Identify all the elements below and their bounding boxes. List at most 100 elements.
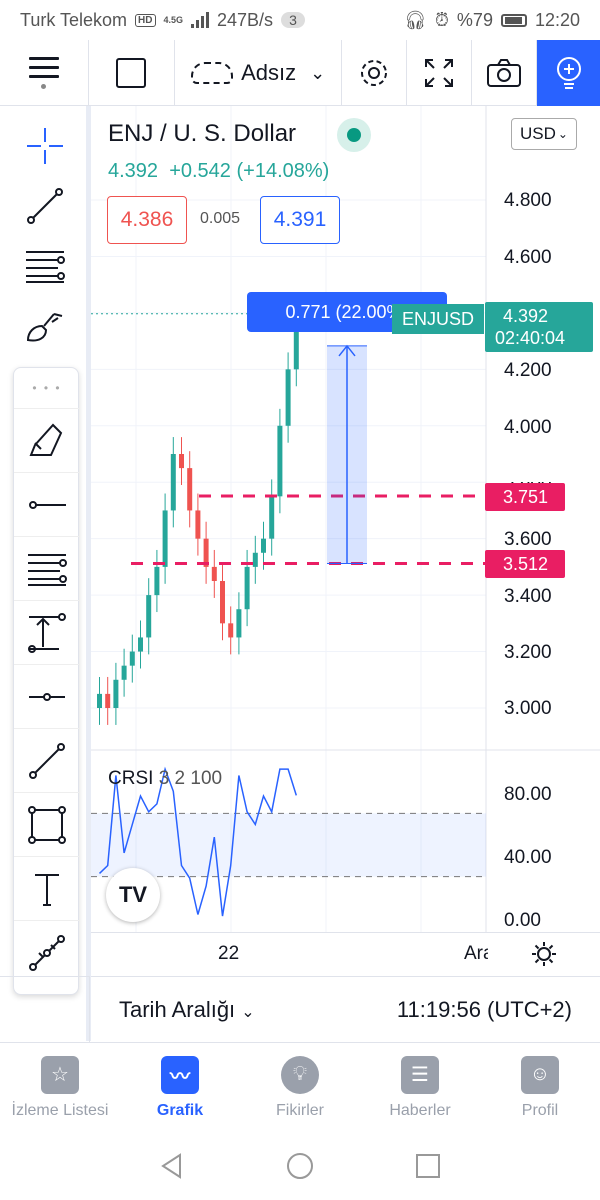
currency-selector[interactable]: USD ⌄ — [511, 118, 577, 150]
text-tool[interactable] — [14, 856, 80, 920]
star-icon: ☆ — [41, 1055, 79, 1094]
date-range-bar: Tarih Aralığı ⌄ 11:19:56 (UTC+2) — [91, 976, 600, 1042]
candle — [211, 566, 217, 581]
brush-tool[interactable] — [0, 296, 90, 356]
trend-line-tool[interactable] — [0, 176, 90, 236]
floating-tools-panel: • • • — [13, 367, 80, 995]
recents-icon[interactable] — [414, 1152, 442, 1180]
crosshair-icon — [27, 128, 63, 164]
status-bar: Turk Telekom HD 4.5G 247B/s 3 🎧︎ ⏰︎ %79 … — [0, 0, 600, 40]
y-tick: 3.000 — [504, 698, 552, 719]
network-type: 4.5G — [163, 14, 184, 25]
candle — [244, 566, 250, 610]
candle — [220, 581, 225, 624]
nav-news[interactable]: ☰ Haberler — [360, 1043, 480, 1132]
measure-tool[interactable] — [14, 920, 80, 984]
layout-name: Adsız — [241, 60, 297, 85]
buy-button[interactable]: 4.391 — [260, 196, 340, 244]
date-range-button[interactable]: Tarih Aralığı ⌄ — [119, 997, 255, 1023]
line-tool[interactable] — [14, 728, 80, 792]
horizontal-line-icon — [29, 692, 65, 701]
quote-summary: 4.392 +0.542 (+14.08%) — [108, 160, 329, 183]
crosshair-tool[interactable] — [0, 116, 90, 176]
candle — [170, 454, 176, 511]
battery-percent: %79 — [456, 9, 493, 30]
nav-label: Grafik — [156, 1101, 204, 1119]
drawing-toolbar: • • • — [0, 106, 90, 1041]
chart-toolbar: Adsız ⌄ — [0, 40, 600, 106]
nav-label: Haberler — [389, 1101, 451, 1119]
candle — [179, 454, 184, 469]
clock: 12:20 — [534, 9, 580, 30]
fib-tool[interactable] — [0, 236, 90, 296]
nav-chart[interactable]: 〰 Grafik — [120, 1043, 240, 1132]
nav-ideas[interactable]: 💡︎ Fikirler — [240, 1043, 360, 1132]
y-tick: 4.000 — [504, 417, 552, 438]
last-price-tag-value: 4.392 — [503, 306, 549, 326]
sidebar-footer — [0, 976, 90, 1042]
candle — [138, 637, 143, 652]
ray-tool[interactable] — [14, 472, 80, 536]
trend-line-icon — [27, 188, 63, 224]
indicator-line — [98, 766, 298, 917]
indicator-params: 3 2 100 — [158, 768, 223, 789]
price-range-icon — [28, 612, 66, 653]
horizontal-line-tool[interactable] — [14, 664, 80, 728]
y-tick: 4.600 — [504, 247, 552, 268]
signal-icon — [191, 12, 210, 28]
price-change: +0.542 — [169, 160, 231, 182]
select-layout-button[interactable] — [89, 40, 176, 106]
sell-button[interactable]: 4.386 — [107, 196, 187, 244]
nav-watchlist[interactable]: ☆ İzleme Listesi — [0, 1043, 120, 1132]
indicator-tick: 40.00 — [504, 847, 552, 868]
y-tick: 4.800 — [504, 190, 552, 211]
currency-label: USD — [520, 124, 556, 143]
y-tick: 4.200 — [504, 360, 552, 381]
gear-icon — [361, 60, 388, 86]
candle — [113, 679, 119, 708]
highlighter-tool[interactable] — [14, 408, 80, 472]
notification-count: 3 — [281, 12, 305, 28]
timezone-clock[interactable]: 11:19:56 (UTC+2) — [396, 996, 572, 1022]
symbol-title[interactable]: ENJ / U. S. Dollar — [108, 120, 297, 147]
indicator-legend[interactable]: CRSI 3 2 100 — [108, 768, 222, 790]
news-icon: ☰ — [401, 1055, 439, 1094]
nav-label: Profil — [521, 1101, 559, 1119]
settings-button[interactable] — [342, 40, 408, 106]
line-price-tag-1[interactable]: 3.751 — [485, 483, 565, 511]
candle — [162, 510, 168, 567]
price-range-tool[interactable] — [14, 600, 80, 664]
indicator-band — [91, 813, 486, 877]
countdown: 02:40:04 — [495, 328, 566, 348]
menu-button[interactable] — [0, 40, 89, 106]
text-icon — [35, 873, 59, 906]
snapshot-button[interactable] — [472, 40, 538, 106]
line-icon — [29, 742, 65, 779]
home-icon[interactable] — [286, 1152, 314, 1180]
candle — [228, 623, 234, 638]
candle — [146, 595, 152, 638]
layout-dropdown[interactable]: Adsız ⌄ — [175, 40, 343, 106]
chevron-down-icon: ⌄ — [310, 62, 326, 83]
tradingview-logo[interactable]: TV — [106, 868, 160, 922]
back-icon[interactable] — [158, 1152, 186, 1180]
candle — [252, 552, 258, 567]
fullscreen-button[interactable] — [407, 40, 473, 106]
rectangle-tool[interactable] — [14, 792, 80, 856]
chevron-down-icon: ⌄ — [241, 1003, 255, 1021]
line-price-tag-2[interactable]: 3.512 — [485, 550, 565, 578]
x-label: 22 — [218, 943, 240, 964]
network-speed: 247B/s — [217, 9, 274, 30]
pitchfork-tool[interactable] — [14, 536, 80, 600]
parallel-lines-icon — [28, 553, 67, 586]
idea-button[interactable] — [537, 40, 600, 106]
market-status-dot[interactable] — [337, 118, 371, 152]
chart-icon: 〰 — [161, 1055, 199, 1094]
axis-settings-icon[interactable] — [530, 940, 558, 968]
nav-profile[interactable]: ☺ Profil — [480, 1043, 600, 1132]
line-price-1: 3.751 — [503, 486, 549, 507]
drag-handle[interactable]: • • • — [32, 381, 62, 395]
alarm-icon: ⏰︎ — [434, 9, 449, 30]
sidebar-divider — [86, 106, 91, 1041]
time-axis[interactable]: 22 Ara — [91, 932, 600, 976]
